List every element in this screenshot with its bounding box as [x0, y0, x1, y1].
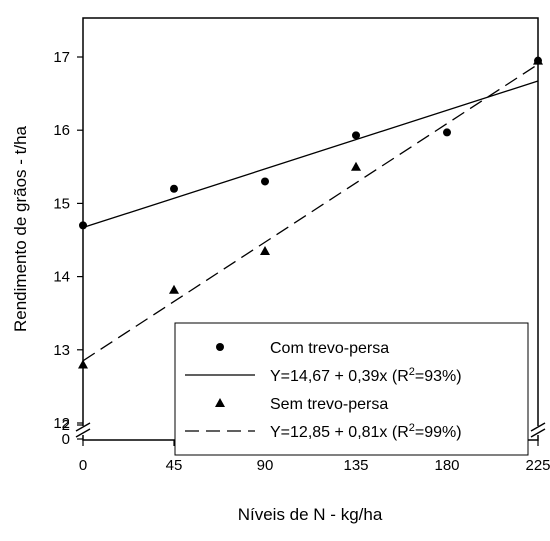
- y-tick-label: 17: [53, 49, 70, 66]
- legend-equation-series-2: Y=12,85 + 0,81x (R2=99%): [270, 422, 462, 441]
- legend: Com trevo-persa Y=14,67 + 0,39x (R2=93%) S…: [174, 322, 529, 456]
- legend-box: [174, 322, 529, 456]
- x-tick-labels: 0 45 90 135 180 225: [79, 457, 550, 474]
- fit-line-series-1: [82, 80, 539, 229]
- y-axis-title: Rendimento de grãos - t/ha: [11, 125, 30, 332]
- legend-label-series-2: Sem trevo-persa: [270, 396, 388, 413]
- y-tick-label: 0: [62, 431, 70, 448]
- data-point-series-2: [260, 245, 270, 255]
- legend-marker-series-2: [215, 398, 225, 407]
- legend-label-series-1: Com trevo-persa: [270, 340, 389, 357]
- y-tick-label: 13: [53, 342, 70, 359]
- fit-lines: [82, 63, 539, 362]
- y-tick-label: 12: [53, 415, 70, 432]
- data-point-series-1: [79, 221, 87, 230]
- y-tick-labels: 12 13 14 15 16 17 20: [53, 49, 70, 448]
- data-point-series-2: [169, 284, 179, 294]
- legend-marker-series-1: [216, 343, 224, 351]
- data-point-series-1: [443, 128, 451, 137]
- legend-equation-series-1: Y=14,67 + 0,39x (R2=93%): [270, 366, 462, 385]
- fit-line-series-2: [82, 63, 539, 362]
- x-tick-label: 135: [343, 457, 368, 474]
- data-point-series-2: [78, 359, 88, 369]
- x-tick-label: 45: [166, 457, 183, 474]
- y-tick-label: 14: [53, 269, 70, 286]
- y-tick-label: 15: [53, 195, 70, 212]
- x-tick-label: 225: [525, 457, 550, 474]
- y-tick-label: 2: [62, 417, 70, 434]
- axis-break-mark: [75, 428, 91, 438]
- data-points: [78, 55, 543, 369]
- axis-break-gap-right: [533, 426, 543, 435]
- x-tick-label: 0: [79, 457, 87, 474]
- x-axis-title: Níveis de N - kg/ha: [238, 505, 383, 524]
- y-tick-label: 16: [53, 122, 70, 139]
- axis-break: [75, 422, 546, 438]
- axis-break-mark: [530, 422, 546, 432]
- data-point-series-1: [261, 177, 269, 186]
- x-tick-label: 90: [257, 457, 274, 474]
- data-point-series-2: [533, 55, 543, 65]
- axis-break-mark: [75, 422, 91, 432]
- axis-break-gap-left: [78, 426, 88, 435]
- data-point-series-1: [170, 184, 178, 193]
- x-tick-label: 180: [434, 457, 459, 474]
- data-point-series-1: [352, 131, 360, 140]
- data-point-series-2: [351, 161, 361, 171]
- axis-break-mark: [530, 428, 546, 438]
